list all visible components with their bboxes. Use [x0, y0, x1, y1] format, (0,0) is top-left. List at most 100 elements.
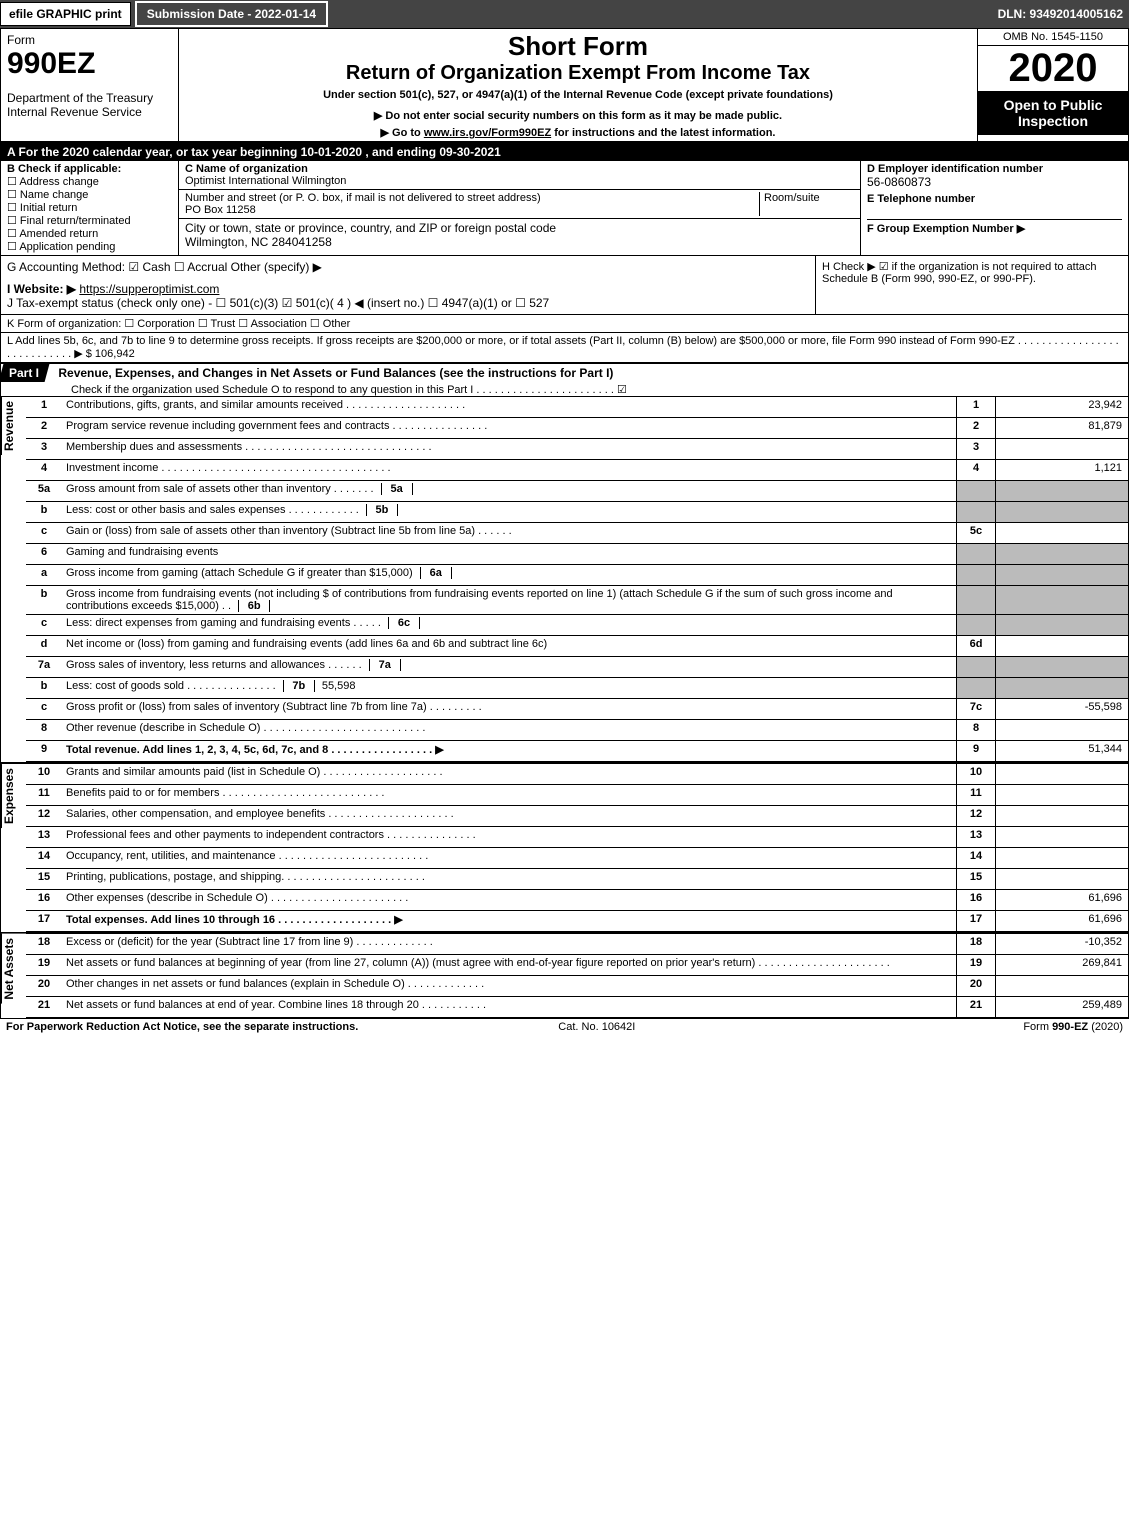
table-row: 16Other expenses (describe in Schedule O…: [26, 890, 1128, 911]
line-value: [995, 657, 1128, 677]
line-number: b: [26, 502, 62, 522]
line-k: K Form of organization: ☐ Corporation ☐ …: [1, 315, 1128, 333]
line-value: [995, 720, 1128, 740]
line-box: 7c: [956, 699, 995, 719]
inline-box: 6b: [238, 600, 270, 612]
line-box: 8: [956, 720, 995, 740]
line-desc: Investment income . . . . . . . . . . . …: [62, 460, 956, 480]
line-desc: Less: direct expenses from gaming and fu…: [62, 615, 956, 635]
line-j: J Tax-exempt status (check only one) - ☐…: [7, 296, 809, 310]
line-value: 259,489: [995, 997, 1128, 1017]
d-label: D Employer identification number: [867, 163, 1122, 175]
line-h: H Check ▶ ☑ if the organization is not r…: [815, 256, 1128, 314]
line-number: b: [26, 678, 62, 698]
line-desc: Benefits paid to or for members . . . . …: [62, 785, 956, 805]
line-number: 12: [26, 806, 62, 826]
line-number: 13: [26, 827, 62, 847]
line-desc: Professional fees and other payments to …: [62, 827, 956, 847]
line-value: [995, 678, 1128, 698]
line-number: 14: [26, 848, 62, 868]
irs-link[interactable]: www.irs.gov/Form990EZ: [424, 127, 551, 139]
form-number: 990EZ: [7, 47, 172, 81]
line-value: [995, 764, 1128, 784]
line-number: 4: [26, 460, 62, 480]
line-value: -10,352: [995, 934, 1128, 954]
line-value: [995, 481, 1128, 501]
table-row: 10Grants and similar amounts paid (list …: [26, 764, 1128, 785]
inline-box: 7b: [283, 680, 315, 692]
line-box: 5c: [956, 523, 995, 543]
line-number: c: [26, 523, 62, 543]
line-number: 15: [26, 869, 62, 889]
line-value: 61,696: [995, 890, 1128, 910]
line-number: 6: [26, 544, 62, 564]
line-desc: Gain or (loss) from sale of assets other…: [62, 523, 956, 543]
line-box: 4: [956, 460, 995, 480]
table-row: 6Gaming and fundraising events: [26, 544, 1128, 565]
line-desc: Gross amount from sale of assets other t…: [62, 481, 956, 501]
website-link[interactable]: https://supperoptimist.com: [79, 282, 219, 296]
line-box: [956, 586, 995, 614]
submission-date: Submission Date - 2022-01-14: [135, 1, 328, 27]
inline-box: 6c: [388, 617, 420, 629]
section-b-c-d: B Check if applicable: ☐ Address change …: [1, 161, 1128, 256]
e-label: E Telephone number: [867, 193, 1122, 205]
line-desc: Occupancy, rent, utilities, and maintena…: [62, 848, 956, 868]
tax-year: 2020: [978, 46, 1128, 91]
org-address: PO Box 11258: [185, 204, 256, 216]
line-number: 11: [26, 785, 62, 805]
goto-post: for instructions and the latest informat…: [551, 127, 775, 139]
line-desc: Printing, publications, postage, and shi…: [62, 869, 956, 889]
line-number: 1: [26, 397, 62, 417]
efile-button[interactable]: efile GRAPHIC print: [0, 2, 131, 26]
line-desc: Total expenses. Add lines 10 through 16 …: [62, 911, 956, 931]
section-b: B Check if applicable: ☐ Address change …: [1, 161, 179, 255]
line-box: 17: [956, 911, 995, 931]
table-row: 19Net assets or fund balances at beginni…: [26, 955, 1128, 976]
line-desc: Salaries, other compensation, and employ…: [62, 806, 956, 826]
b-opt-5[interactable]: ☐ Application pending: [7, 240, 172, 253]
line-desc: Net income or (loss) from gaming and fun…: [62, 636, 956, 656]
line-box: [956, 565, 995, 585]
form-header: Form 990EZ Department of the Treasury In…: [1, 29, 1128, 143]
line-desc: Gross profit or (loss) from sales of inv…: [62, 699, 956, 719]
return-title: Return of Organization Exempt From Incom…: [185, 62, 971, 85]
b-opt-4[interactable]: ☐ Amended return: [7, 227, 172, 240]
line-desc: Gross income from gaming (attach Schedul…: [62, 565, 956, 585]
line-value: [995, 565, 1128, 585]
line-number: 17: [26, 911, 62, 931]
section-d-e-f: D Employer identification number 56-0860…: [861, 161, 1128, 255]
line-box: 11: [956, 785, 995, 805]
table-row: 5aGross amount from sale of assets other…: [26, 481, 1128, 502]
line-box: 20: [956, 976, 995, 996]
table-row: cLess: direct expenses from gaming and f…: [26, 615, 1128, 636]
line-a: A For the 2020 calendar year, or tax yea…: [1, 143, 1128, 161]
dln: DLN: 93492014005162: [998, 7, 1123, 21]
line-box: 10: [956, 764, 995, 784]
b-opt-2[interactable]: ☐ Initial return: [7, 201, 172, 214]
line-desc: Net assets or fund balances at end of ye…: [62, 997, 956, 1017]
line-number: 18: [26, 934, 62, 954]
revenue-side-label: Revenue: [1, 397, 26, 455]
table-row: 2Program service revenue including gover…: [26, 418, 1128, 439]
line-number: 10: [26, 764, 62, 784]
table-row: cGross profit or (loss) from sales of in…: [26, 699, 1128, 720]
line-box: 2: [956, 418, 995, 438]
line-desc: Program service revenue including govern…: [62, 418, 956, 438]
b-opt-0[interactable]: ☐ Address change: [7, 175, 172, 188]
line-box: [956, 502, 995, 522]
b-opt-3[interactable]: ☐ Final return/terminated: [7, 214, 172, 227]
line-desc: Less: cost of goods sold . . . . . . . .…: [62, 678, 956, 698]
b-opt-1[interactable]: ☐ Name change: [7, 188, 172, 201]
table-row: 17Total expenses. Add lines 10 through 1…: [26, 911, 1128, 932]
line-value: 61,696: [995, 911, 1128, 931]
line-l: L Add lines 5b, 6c, and 7b to line 9 to …: [1, 333, 1128, 363]
omb-number: OMB No. 1545-1150: [978, 29, 1128, 46]
table-row: 15Printing, publications, postage, and s…: [26, 869, 1128, 890]
line-box: 1: [956, 397, 995, 417]
table-row: 3Membership dues and assessments . . . .…: [26, 439, 1128, 460]
line-value: [995, 785, 1128, 805]
line-value: 1,121: [995, 460, 1128, 480]
line-value: 51,344: [995, 741, 1128, 761]
table-row: cGain or (loss) from sale of assets othe…: [26, 523, 1128, 544]
